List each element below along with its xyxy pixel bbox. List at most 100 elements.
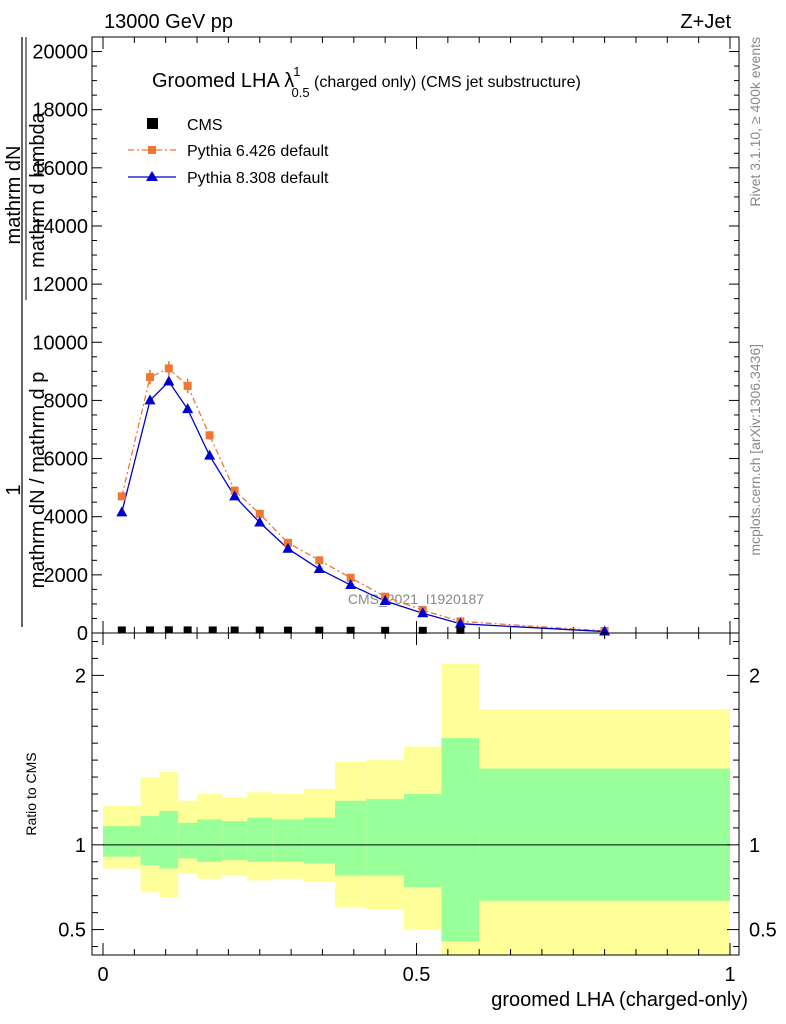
ratio-band-inner — [479, 768, 730, 901]
main-ytick-label: 4000 — [44, 507, 89, 529]
main-ytick-label: 20000 — [32, 42, 88, 64]
pythia8-point — [116, 506, 128, 517]
legend-label-cms: CMS — [187, 117, 223, 134]
pythia8-point — [163, 375, 175, 386]
pythia6-point — [315, 556, 324, 565]
ratio-band-inner — [197, 819, 223, 862]
header-process: Z+Jet — [680, 11, 731, 33]
ratio-band-inner — [140, 816, 160, 866]
pythia8-point — [454, 617, 466, 628]
main-ytick-label: 16000 — [32, 158, 88, 180]
cms-point — [164, 626, 173, 634]
ratio-panel: 0.5 0.51 12 2 0 0.5 1 Ratio to CMS groomed LH… — [23, 632, 777, 1011]
pythia8-point — [144, 394, 156, 405]
side-mcplots-label: mcplots.cern.ch [arXiv:1306.3436] — [747, 344, 763, 556]
title-rest: (charged only) (CMS jet substructure) — [310, 74, 581, 91]
pythia8-point — [417, 607, 429, 618]
pythia6-point — [346, 573, 355, 582]
cms-point — [456, 626, 465, 634]
cms-point — [183, 626, 192, 634]
pythia8-point — [379, 595, 391, 606]
legend-label-pythia8: Pythia 8.308 default — [187, 170, 329, 187]
cms-point — [255, 626, 264, 634]
legend-marker-cms — [147, 118, 158, 129]
main-ytick-label: 8000 — [44, 390, 89, 412]
pythia8-point — [254, 516, 266, 527]
legend-marker-pythia8 — [146, 171, 158, 181]
ratio-band-inner — [159, 810, 179, 869]
ratio-band-inner — [303, 817, 335, 864]
pythia6-point — [255, 509, 264, 518]
ylabel-dN: mathrm dN — [3, 146, 25, 245]
pythia6-point — [164, 364, 173, 373]
main-ytick-label: 0 — [77, 623, 88, 645]
ratio-ytick-label: 2 — [75, 665, 86, 687]
ratio-band-inner — [178, 822, 198, 859]
cms-point — [346, 626, 355, 634]
pythia8-point — [182, 403, 194, 414]
ratio-x-ticks: 0 0.5 1 — [97, 633, 736, 986]
cms-point — [381, 626, 390, 634]
ratio-band-inner — [103, 826, 141, 857]
pythia8-point — [229, 490, 241, 501]
ratio-band-inner — [247, 817, 273, 862]
ylabel-dN-dp: mathrm dN / mathrm d p — [27, 372, 49, 589]
main-ytick-label: 12000 — [32, 274, 88, 296]
ylabel-one: 1 — [3, 484, 25, 495]
ratio-band-inner — [222, 821, 248, 861]
pythia6-point — [205, 431, 214, 440]
main-data-layer — [116, 361, 611, 636]
pythia8-point — [345, 579, 357, 590]
cms-point — [418, 626, 427, 634]
cms-point — [230, 626, 239, 634]
pythia6-point — [146, 373, 155, 382]
main-y-axis-label: 1 mathrm dN mathrm d lambda mathrm dN / … — [3, 37, 49, 627]
legend-marker-pythia6 — [148, 146, 156, 154]
plot-title: Groomed LHA λ1 0.5 (charged only) (CMS je… — [152, 64, 581, 100]
main-y-ticks: 0 2000 4000 6000 8000 10000 12000 14000 16000 180… — [32, 42, 739, 645]
cms-point — [146, 626, 155, 634]
pythia6-point — [117, 492, 126, 501]
pythia8-point — [204, 449, 216, 460]
main-panel: 0 2000 4000 6000 8000 10000 12000 14000 16000 180… — [3, 36, 740, 645]
ratio-band-inner — [403, 794, 442, 888]
main-ytick-label: 10000 — [32, 332, 88, 354]
ratio-bands — [103, 663, 730, 955]
series-line-pythia8 — [121, 380, 605, 633]
pythia8-point — [282, 542, 294, 553]
cms-point — [208, 626, 217, 634]
pythia6-point — [183, 381, 192, 390]
ratio-band-inner — [334, 800, 367, 876]
side-rivet-label: Rivet 3.1.10, ≥ 400k events — [747, 37, 763, 207]
ratio-y-label: Ratio to CMS — [23, 752, 39, 835]
title-lambda: λ — [284, 70, 294, 92]
ratio-band-inner — [366, 799, 404, 876]
header-energy: 13000 GeV pp — [104, 11, 233, 33]
x-axis-label: groomed LHA (charged-only) — [491, 989, 748, 1011]
title-sub: 0.5 — [292, 85, 310, 100]
ratio-ytick-label: 1 — [75, 835, 86, 857]
legend-label-pythia6: Pythia 6.426 default — [187, 143, 329, 160]
ratio-ytick-label-right: 1 — [749, 835, 760, 857]
title-main: Groomed LHA — [152, 70, 284, 92]
main-ytick-label: 2000 — [44, 565, 89, 587]
title-sup: 1 — [293, 64, 300, 79]
cms-point — [315, 626, 324, 634]
cms-point — [283, 626, 292, 634]
legend: CMS Pythia 6.426 default Pythia 8.308 de… — [128, 117, 329, 187]
main-ytick-label: 18000 — [32, 100, 88, 122]
ratio-ytick-label: 0.5 — [58, 920, 86, 942]
ratio-xtick-label: 0 — [97, 964, 108, 986]
ratio-y-ticks: 0.5 0.5 1 1 2 2 — [58, 640, 777, 948]
ratio-xtick-label: 0.5 — [403, 964, 431, 986]
main-ytick-label: 6000 — [44, 449, 89, 471]
ylabel-dlambda: mathrm d lambda — [27, 111, 49, 267]
ratio-band-inner — [272, 819, 304, 862]
main-ytick-label: 14000 — [32, 216, 88, 238]
ratio-ytick-label-right: 0.5 — [749, 920, 777, 942]
ratio-xtick-label: 1 — [724, 964, 735, 986]
ratio-ytick-label-right: 2 — [749, 665, 760, 687]
ratio-band-inner — [441, 738, 480, 942]
pythia8-point — [313, 563, 325, 574]
